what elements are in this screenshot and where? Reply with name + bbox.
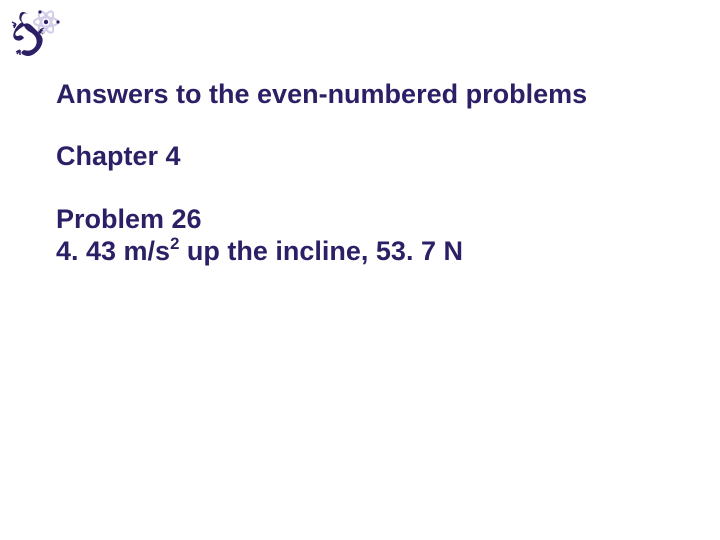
slide-content: Answers to the even-numbered problems Ch… xyxy=(56,78,690,268)
answer-prefix: 4. 43 m/s xyxy=(56,236,170,266)
logo-icon xyxy=(10,6,82,66)
problem-label: Problem 26 xyxy=(56,203,690,235)
problem-answer: 4. 43 m/s2 up the incline, 53. 7 N xyxy=(56,235,690,267)
answer-suffix: up the incline, 53. 7 N xyxy=(179,236,463,266)
chapter-heading: Chapter 4 xyxy=(56,140,690,172)
answer-exponent: 2 xyxy=(170,234,179,253)
page-title: Answers to the even-numbered problems xyxy=(56,78,690,110)
